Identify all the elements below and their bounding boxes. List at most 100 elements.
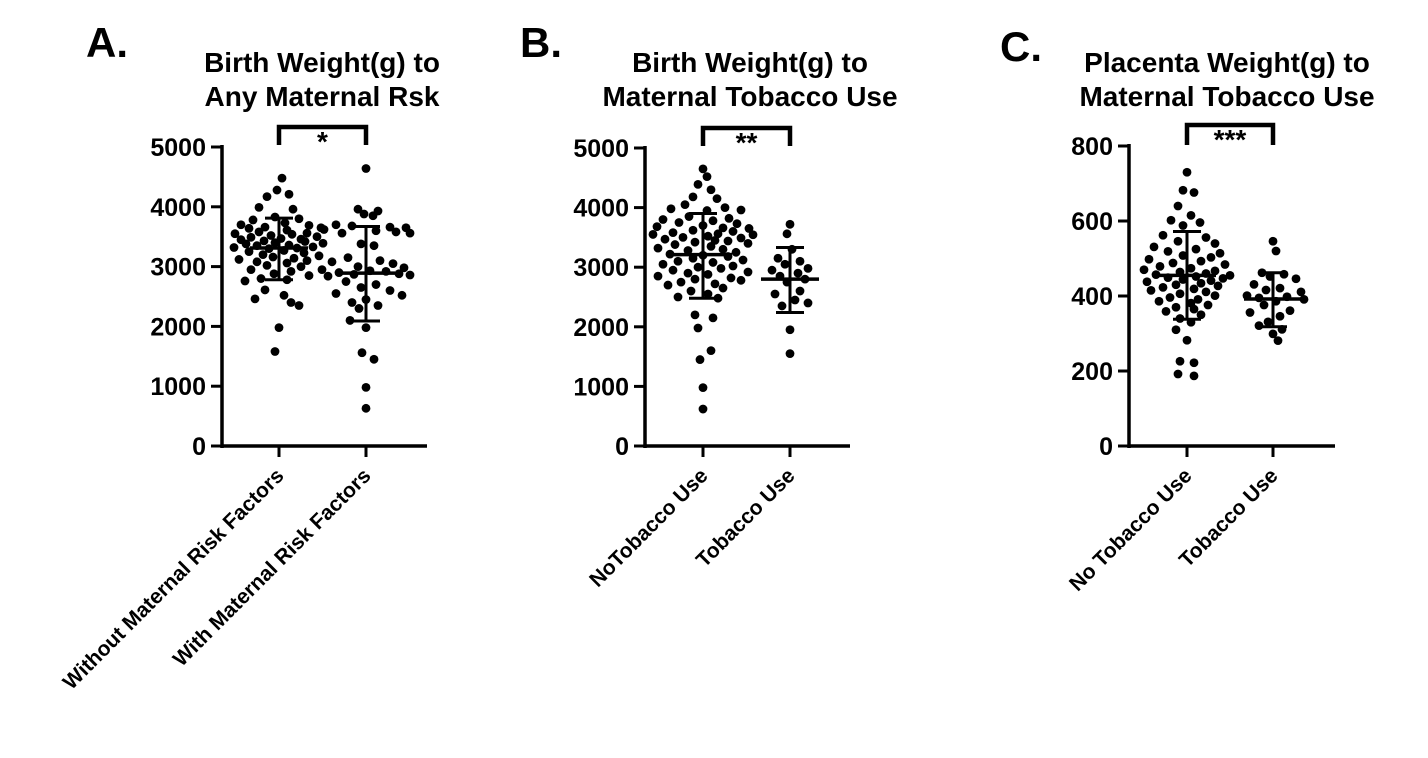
y-tick-label: 3000 xyxy=(573,254,629,282)
data-point xyxy=(287,229,297,239)
data-point xyxy=(361,164,371,173)
data-point xyxy=(1178,221,1188,230)
data-point xyxy=(1189,358,1199,368)
data-point xyxy=(1206,276,1216,286)
data-point xyxy=(259,236,269,246)
data-point xyxy=(690,237,700,247)
data-point xyxy=(397,290,407,300)
panel-c-title: Placenta Weight(g) to Maternal Tobacco U… xyxy=(1047,46,1407,114)
data-point xyxy=(1178,185,1188,195)
data-point xyxy=(230,229,240,239)
data-point xyxy=(668,228,678,238)
data-point xyxy=(1218,273,1228,283)
data-point xyxy=(670,240,680,249)
data-point xyxy=(660,234,670,244)
data-point xyxy=(1186,263,1196,273)
group-label: No Tobacco Use xyxy=(1065,464,1197,596)
data-point xyxy=(1149,242,1159,252)
data-point xyxy=(698,383,708,392)
data-point xyxy=(703,269,713,279)
data-point xyxy=(371,280,381,289)
data-point xyxy=(361,403,371,413)
data-point xyxy=(706,346,716,356)
data-point xyxy=(683,268,693,278)
data-point xyxy=(1186,210,1196,220)
data-point xyxy=(234,255,244,264)
data-point xyxy=(1210,266,1220,276)
data-point xyxy=(1189,188,1199,197)
data-point xyxy=(262,192,272,202)
data-point xyxy=(720,203,730,213)
y-tick-label: 2000 xyxy=(150,313,206,341)
data-point xyxy=(718,244,728,254)
data-point xyxy=(716,263,726,273)
data-point xyxy=(385,286,395,295)
data-point xyxy=(1206,252,1216,262)
data-point xyxy=(286,266,296,276)
data-point xyxy=(1271,246,1281,256)
data-point xyxy=(1161,306,1171,316)
data-point xyxy=(369,354,379,364)
data-point xyxy=(1296,287,1306,297)
data-point xyxy=(1273,336,1283,346)
data-point xyxy=(1171,325,1181,335)
data-point xyxy=(1291,274,1301,284)
data-point xyxy=(304,220,314,230)
data-point xyxy=(1196,256,1206,266)
data-point xyxy=(703,231,713,241)
data-point xyxy=(1195,218,1205,227)
y-tick-label: 3000 xyxy=(150,254,206,282)
data-point xyxy=(286,298,296,307)
data-point xyxy=(743,267,753,277)
data-point xyxy=(743,238,753,248)
data-point xyxy=(356,283,366,292)
data-point xyxy=(1178,251,1188,260)
data-point xyxy=(1203,300,1213,310)
y-tick-label: 0 xyxy=(192,433,206,461)
data-point xyxy=(1210,239,1220,248)
data-point xyxy=(356,239,366,249)
data-point xyxy=(690,274,700,284)
data-point xyxy=(368,211,378,221)
y-tick-label: 200 xyxy=(1071,358,1113,386)
data-point xyxy=(1196,278,1206,288)
data-point xyxy=(713,229,723,239)
data-point xyxy=(1144,254,1154,264)
data-point xyxy=(270,347,280,356)
data-point xyxy=(1189,371,1199,381)
data-point xyxy=(371,226,381,236)
data-point xyxy=(780,259,790,269)
data-point xyxy=(314,251,324,261)
data-point xyxy=(680,200,690,210)
data-point xyxy=(1171,302,1181,312)
data-point xyxy=(1139,265,1149,275)
data-point xyxy=(1175,289,1185,299)
data-point xyxy=(1175,356,1185,366)
panel-c-title-line2: Maternal Tobacco Use xyxy=(1079,81,1375,112)
data-point xyxy=(803,298,813,308)
data-point xyxy=(302,228,312,238)
data-point xyxy=(277,173,287,183)
data-point xyxy=(738,255,748,265)
data-point xyxy=(736,205,746,215)
data-point xyxy=(795,256,805,266)
data-point xyxy=(695,355,705,364)
data-point xyxy=(658,259,668,269)
data-point xyxy=(294,301,304,310)
data-point xyxy=(1261,285,1271,295)
y-tick-label: 800 xyxy=(1071,133,1113,161)
y-tick-label: 1000 xyxy=(573,373,629,401)
data-point xyxy=(1215,248,1225,258)
data-point xyxy=(728,261,738,271)
data-point xyxy=(648,230,658,239)
panel-a-title-line2: Any Maternal Rsk xyxy=(204,81,440,112)
data-point xyxy=(718,283,728,293)
data-point xyxy=(736,275,746,285)
data-point xyxy=(353,262,363,271)
y-tick-label: 0 xyxy=(615,433,629,461)
data-point xyxy=(260,222,270,232)
data-point xyxy=(1220,260,1230,269)
data-point xyxy=(785,325,795,335)
panel-c-letter: C. xyxy=(1000,23,1042,70)
